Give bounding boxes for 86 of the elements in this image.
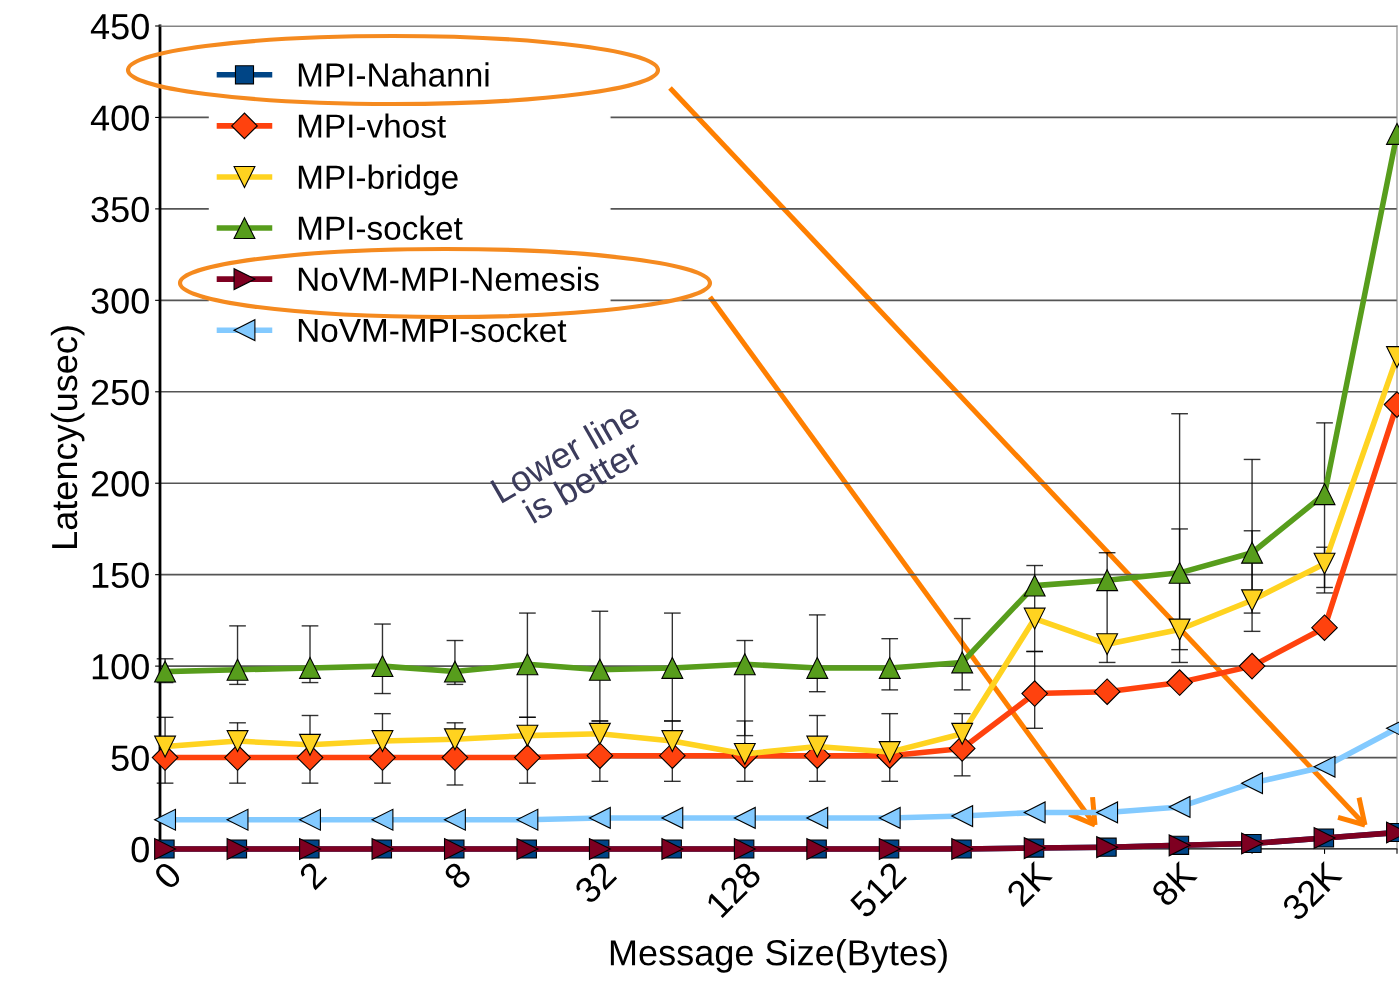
point — [878, 741, 901, 764]
y-tick-label: 350 — [91, 196, 149, 223]
y-tick-label: 0 — [131, 836, 149, 863]
point — [516, 653, 539, 676]
point — [733, 653, 756, 676]
x-tick-label: 8K — [1150, 859, 1199, 908]
point — [1168, 618, 1191, 641]
point — [661, 656, 684, 679]
point — [516, 724, 539, 747]
point — [1096, 569, 1119, 592]
x-tick-label: 2K — [1005, 859, 1053, 908]
point — [588, 658, 611, 681]
point — [1168, 561, 1191, 584]
point — [951, 722, 974, 745]
point — [299, 808, 321, 831]
point — [661, 730, 684, 753]
point — [1023, 607, 1046, 630]
point — [299, 656, 321, 679]
point — [299, 733, 321, 756]
point — [369, 744, 396, 771]
legend-label: MPI-vhost — [298, 113, 446, 138]
point — [1313, 755, 1336, 778]
point — [1096, 633, 1119, 656]
point — [733, 806, 756, 829]
legend-label: MPI-Nahanni — [298, 62, 489, 87]
point — [154, 808, 177, 831]
point — [226, 730, 249, 753]
legend-label: NoVM-MPI-socket — [298, 317, 567, 343]
x-tick-label: 512 — [848, 860, 908, 920]
point — [371, 655, 394, 678]
point — [878, 806, 901, 829]
x-axis-title: Message Size(Bytes) — [610, 939, 947, 973]
y-axis-title: Latency(usec) — [50, 326, 85, 548]
point — [371, 730, 394, 753]
y-tick-label: 50 — [111, 745, 149, 771]
legend-label: NoVM-MPI-Nemesis — [298, 266, 599, 292]
y-tick-label: 100 — [92, 653, 149, 680]
x-tick-label: 128 — [704, 860, 763, 919]
x-tick-label: 8 — [442, 860, 473, 891]
point — [154, 735, 177, 758]
point — [951, 651, 974, 674]
point — [226, 808, 249, 831]
x-tick-label: 2 — [297, 860, 328, 891]
point — [661, 806, 684, 829]
point — [806, 806, 829, 829]
point — [516, 808, 539, 831]
x-tick-label: 32 — [573, 860, 618, 905]
point — [441, 744, 469, 771]
point — [806, 735, 829, 758]
point — [588, 806, 611, 829]
point — [1311, 614, 1338, 642]
point — [1096, 801, 1119, 824]
point — [1241, 541, 1264, 564]
x-tick-label: 32K — [1280, 859, 1344, 922]
point — [443, 728, 466, 751]
point — [371, 808, 394, 831]
point — [224, 744, 251, 771]
point — [1023, 801, 1046, 824]
point — [586, 742, 614, 770]
point — [1313, 483, 1336, 506]
y-tick-label: 400 — [90, 105, 149, 131]
point — [443, 660, 466, 683]
legend-label: MPI-socket — [298, 215, 463, 241]
point — [1093, 678, 1121, 706]
point — [878, 656, 901, 679]
legend-label: MPI-bridge — [298, 164, 458, 196]
point — [1021, 680, 1048, 707]
x-tick-label: 0 — [152, 860, 183, 891]
point — [1166, 669, 1193, 696]
point — [443, 808, 466, 831]
point — [226, 658, 249, 681]
y-tick-label: 200 — [91, 471, 149, 497]
y-tick-label: 250 — [91, 379, 149, 406]
point — [806, 656, 829, 679]
point — [951, 805, 974, 828]
point — [1238, 652, 1266, 680]
y-tick-label: 150 — [92, 562, 149, 589]
point — [1168, 795, 1191, 818]
point — [1241, 772, 1264, 795]
point — [1023, 574, 1046, 597]
point — [588, 722, 611, 745]
point — [1241, 589, 1264, 612]
y-tick-label: 450 — [90, 13, 149, 40]
y-tick-label: 300 — [91, 288, 149, 314]
point — [1313, 552, 1336, 575]
point — [514, 744, 541, 771]
